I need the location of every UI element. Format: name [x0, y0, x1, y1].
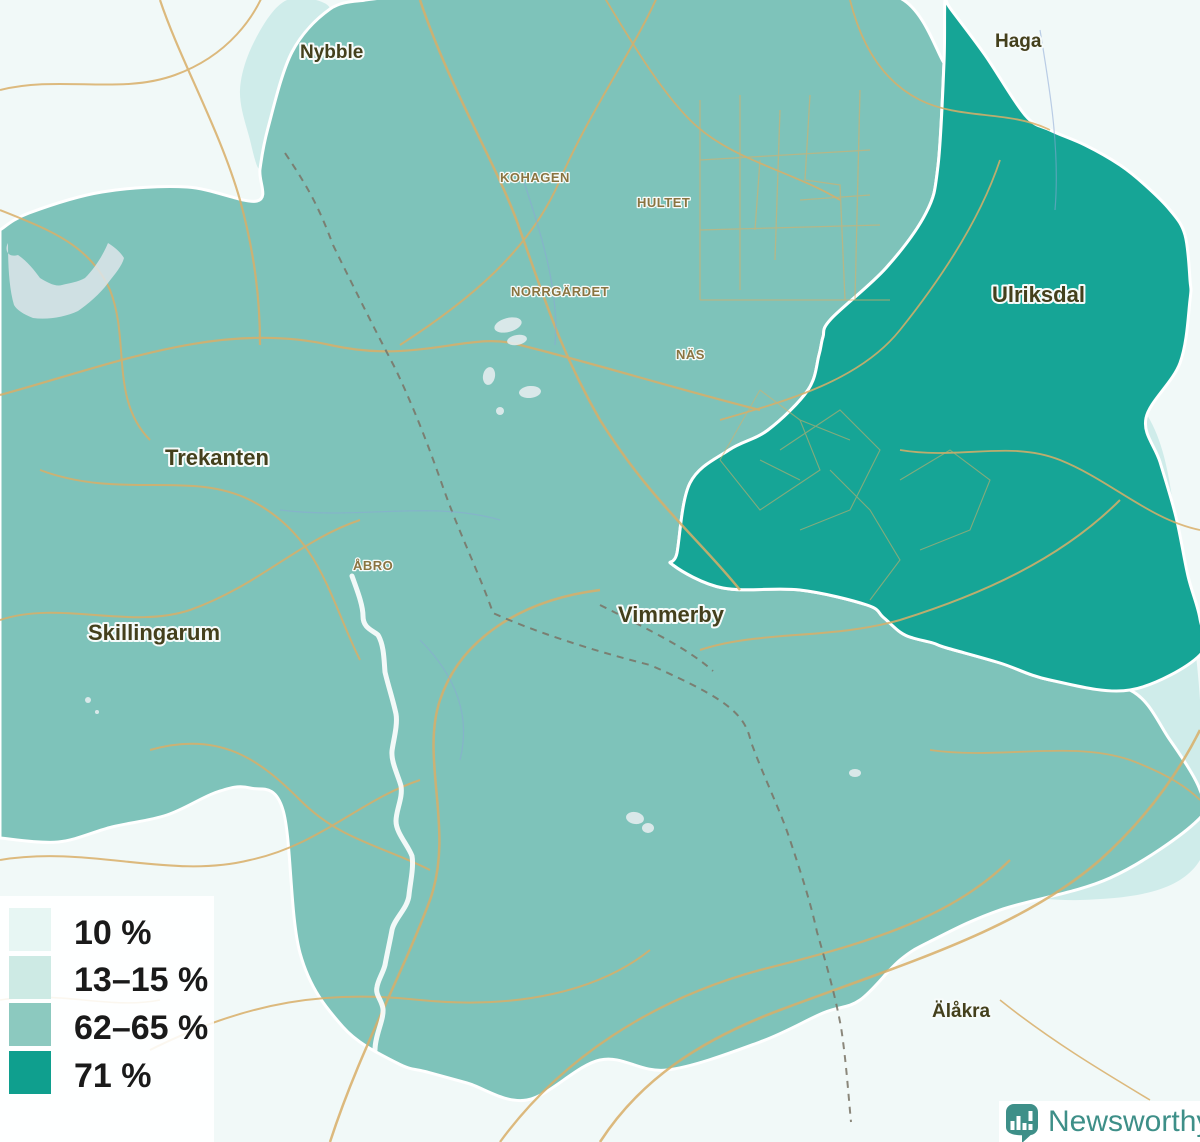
svg-text:HULTET: HULTET: [637, 195, 690, 210]
svg-text:62–65 %: 62–65 %: [74, 1009, 208, 1047]
svg-text:NORRGÄRDET: NORRGÄRDET: [511, 284, 609, 299]
svg-text:KOHAGEN: KOHAGEN: [500, 170, 570, 185]
svg-text:Newsworthy: Newsworthy: [1048, 1105, 1200, 1138]
svg-text:Nybble: Nybble: [300, 42, 363, 63]
svg-text:Ulriksdal: Ulriksdal: [992, 282, 1085, 307]
svg-text:Skillingarum: Skillingarum: [88, 620, 220, 645]
svg-text:Vimmerby: Vimmerby: [618, 602, 725, 627]
svg-text:13–15 %: 13–15 %: [74, 961, 208, 999]
svg-text:Älåkra: Älåkra: [932, 1001, 991, 1022]
svg-text:Trekanten: Trekanten: [165, 445, 269, 470]
svg-text:Haga: Haga: [995, 31, 1042, 52]
svg-text:71 %: 71 %: [74, 1057, 152, 1095]
svg-text:NÄS: NÄS: [676, 347, 705, 362]
svg-text:ÅBRO: ÅBRO: [353, 558, 393, 573]
svg-text:10 %: 10 %: [74, 914, 152, 952]
